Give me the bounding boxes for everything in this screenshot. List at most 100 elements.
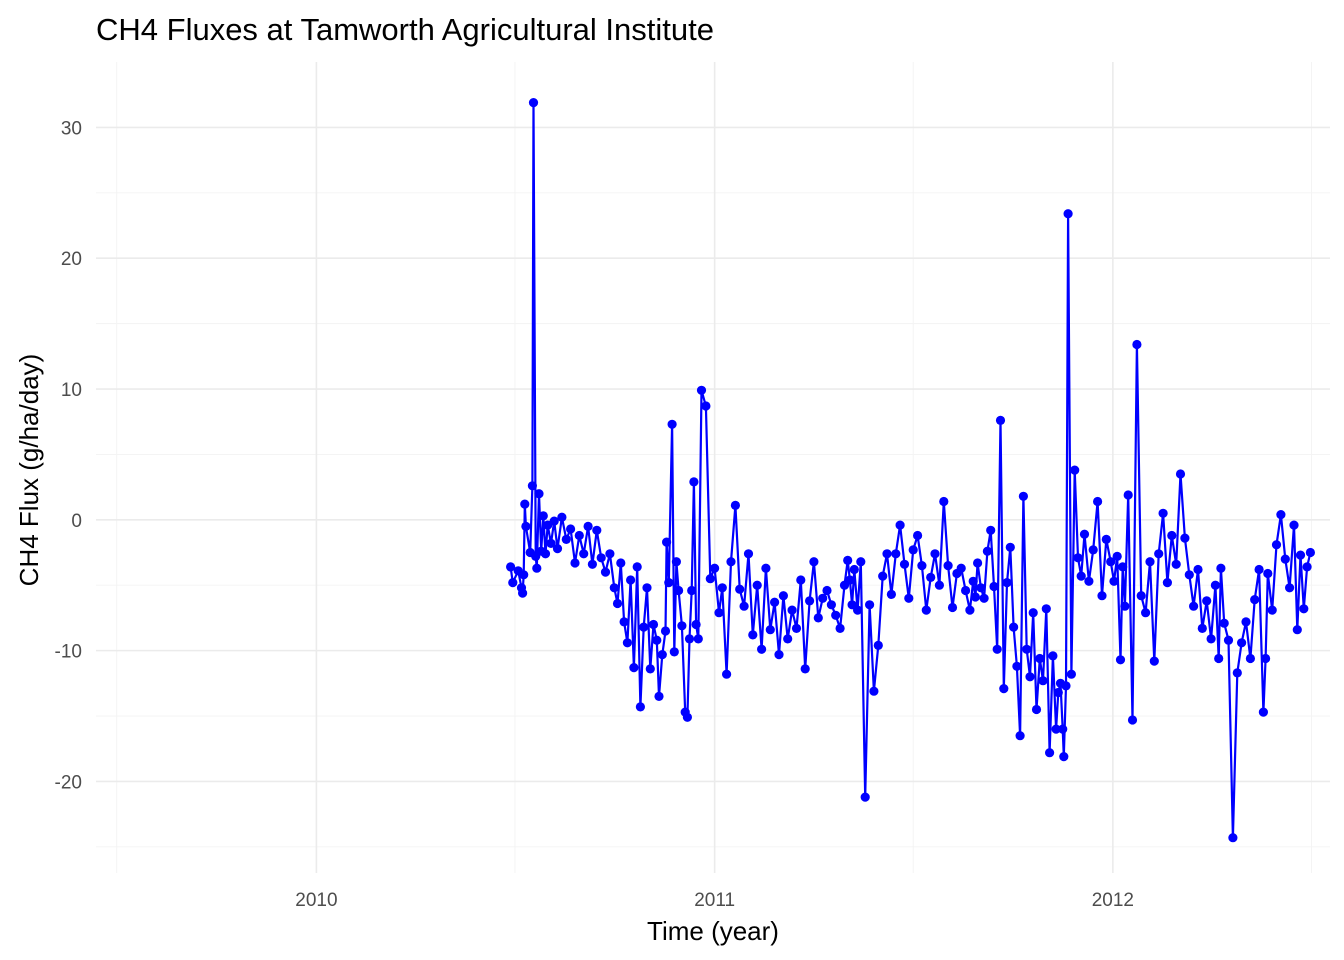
data-point	[853, 605, 863, 615]
data-point	[934, 580, 945, 590]
data-point	[1184, 570, 1194, 580]
data-point	[835, 623, 845, 634]
y-tick-label: 30	[61, 118, 82, 139]
data-point	[739, 601, 749, 611]
data-point	[774, 650, 784, 660]
data-point	[1285, 583, 1295, 593]
data-point	[1202, 596, 1212, 606]
data-point	[669, 647, 679, 657]
data-point	[856, 557, 866, 567]
data-point	[710, 563, 720, 573]
data-point	[619, 617, 629, 627]
data-point	[1061, 681, 1071, 691]
data-point	[583, 521, 593, 532]
data-point	[629, 663, 639, 673]
data-point	[570, 558, 580, 568]
data-point	[1193, 564, 1203, 575]
data-point	[600, 567, 611, 577]
data-point	[714, 608, 724, 618]
data-point	[1053, 687, 1063, 698]
y-axis-tick-labels: -20 -10 0 10 20 30	[55, 118, 82, 793]
data-point	[609, 583, 619, 593]
data-point	[743, 549, 754, 559]
data-point	[691, 619, 701, 630]
data-point	[534, 489, 544, 499]
data-point	[1045, 748, 1055, 758]
data-point	[1276, 509, 1286, 520]
data-point	[1127, 715, 1138, 725]
data-point	[939, 496, 949, 507]
data-point	[1197, 623, 1207, 634]
data-point	[592, 525, 602, 535]
data-point	[800, 664, 810, 674]
data-point	[878, 571, 888, 581]
data-point	[674, 585, 684, 596]
data-point	[982, 546, 993, 556]
data-point	[1028, 608, 1038, 618]
data-point	[532, 563, 542, 573]
data-point	[1295, 550, 1306, 560]
data-point	[813, 613, 823, 623]
data-point	[1076, 571, 1086, 581]
data-point	[519, 570, 529, 580]
data-point	[671, 557, 682, 567]
data-point	[696, 385, 707, 395]
data-point	[682, 712, 693, 722]
data-point	[566, 524, 576, 534]
data-point	[926, 572, 936, 583]
data-point	[1022, 644, 1032, 654]
data-point	[913, 530, 923, 541]
data-point	[506, 562, 516, 572]
data-point	[1088, 545, 1098, 555]
data-point	[1066, 669, 1076, 679]
data-point	[869, 686, 879, 696]
data-point	[596, 553, 606, 563]
data-point	[730, 500, 741, 510]
data-point	[1228, 833, 1238, 843]
data-point	[849, 564, 859, 575]
data-point	[1025, 672, 1035, 682]
data-point	[908, 545, 918, 555]
data-point	[1112, 551, 1122, 562]
data-point	[557, 512, 567, 522]
data-point	[757, 644, 767, 654]
minor-gridlines	[96, 62, 1330, 873]
data-point	[1093, 496, 1103, 507]
data-point	[1002, 578, 1012, 588]
data-point	[726, 557, 736, 567]
data-point	[947, 602, 958, 613]
x-tick-label: 2011	[694, 890, 735, 911]
y-tick-label: 10	[61, 380, 82, 401]
y-tick-label: 20	[61, 249, 82, 270]
data-point	[1210, 580, 1220, 590]
data-point	[521, 521, 531, 532]
data-point	[805, 596, 815, 606]
data-point	[652, 635, 662, 645]
data-point	[1232, 668, 1242, 678]
data-point	[689, 477, 699, 487]
data-point	[1149, 656, 1159, 666]
data-point	[845, 575, 855, 585]
data-point	[1070, 465, 1080, 475]
data-point	[1012, 661, 1022, 671]
data-point	[1237, 638, 1247, 648]
data-point	[677, 621, 687, 631]
data-point	[1280, 554, 1290, 564]
y-axis-title: CH4 Flux (g/ha/day)	[14, 354, 44, 587]
data-point	[660, 626, 671, 636]
data-point	[1005, 542, 1015, 552]
data-point	[1292, 625, 1302, 635]
data-point	[1115, 655, 1126, 665]
data-point	[648, 619, 659, 630]
x-tick-label: 2010	[295, 890, 337, 911]
data-point	[657, 650, 667, 660]
data-point	[1084, 576, 1094, 586]
data-point	[989, 581, 999, 592]
data-point	[622, 638, 633, 648]
y-tick-label: -10	[55, 642, 82, 663]
data-point	[995, 415, 1006, 425]
data-point	[639, 622, 649, 632]
data-point	[1154, 549, 1164, 559]
data-point	[540, 549, 551, 559]
data-point	[1120, 601, 1130, 611]
